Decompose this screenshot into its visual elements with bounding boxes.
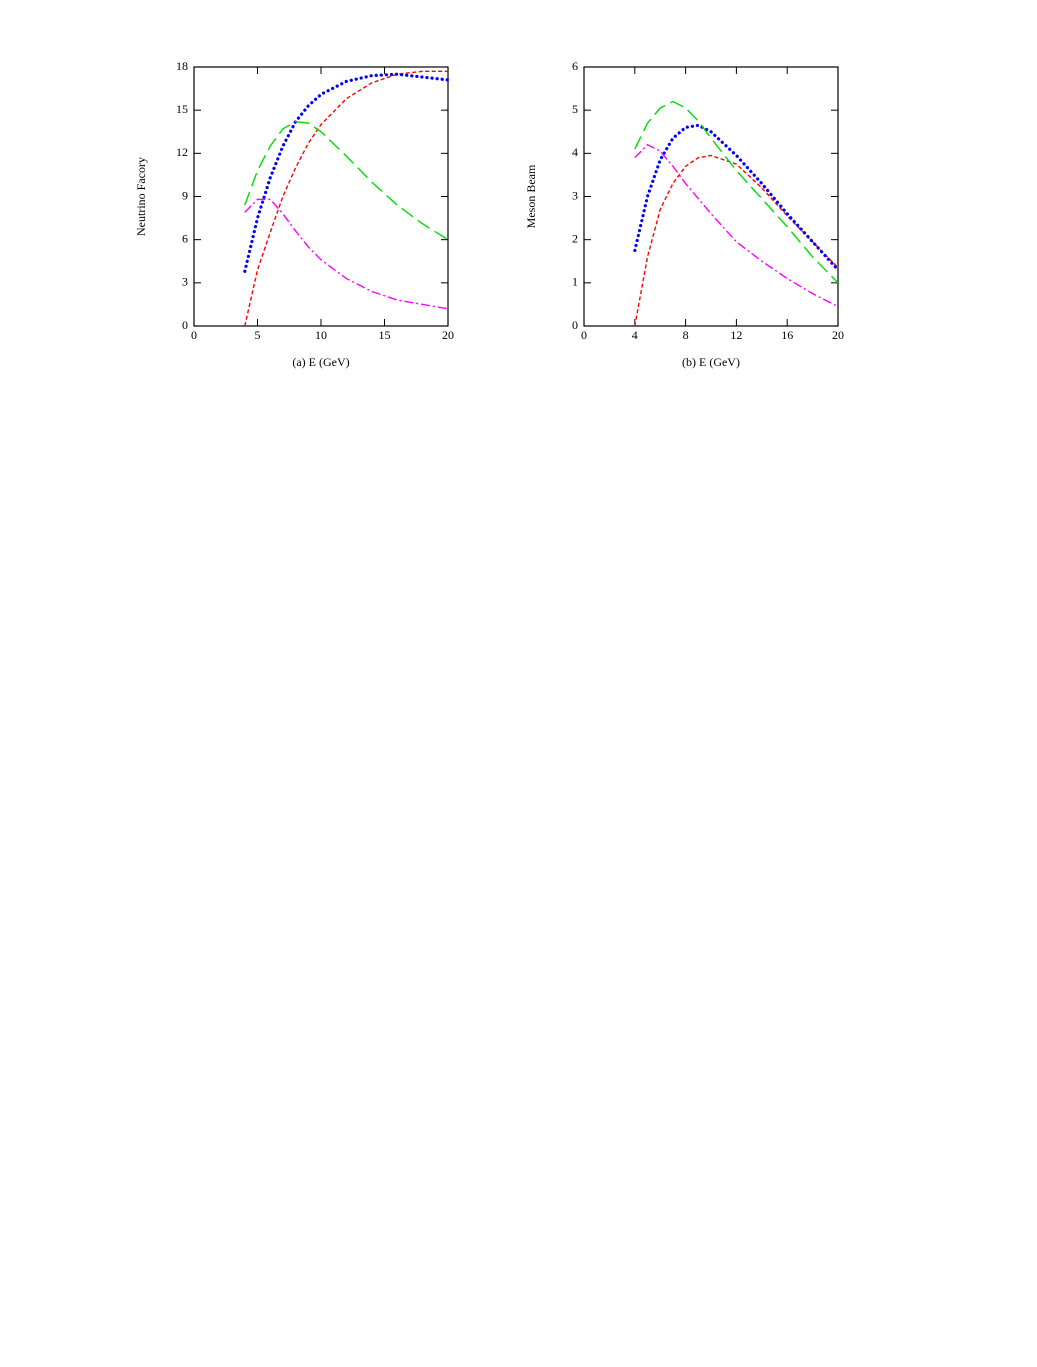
y-tick-label: 1 xyxy=(572,275,578,289)
y-tick-label: 5 xyxy=(572,102,578,116)
x-tick-label: 8 xyxy=(683,328,689,342)
y-tick-label: 6 xyxy=(572,59,578,73)
x-tick-label: 0 xyxy=(581,328,587,342)
series-line xyxy=(244,198,449,310)
y-tick-label: 4 xyxy=(572,145,578,159)
y-tick-label: 3 xyxy=(182,275,188,289)
series-line xyxy=(634,100,839,284)
y-tick-label: 0 xyxy=(572,318,578,332)
series-line xyxy=(634,154,839,327)
y-tick-label: 3 xyxy=(572,188,578,202)
x-tick-label: 16 xyxy=(781,328,793,342)
x-tick-label: 4 xyxy=(632,328,638,342)
series-line xyxy=(244,120,449,241)
x-tick-label: 20 xyxy=(442,328,454,342)
y-tick-label: 2 xyxy=(572,231,578,245)
x-tick-label: 0 xyxy=(191,328,197,342)
y-axis-label: Meson Beam xyxy=(524,164,538,228)
x-tick-label: 5 xyxy=(255,328,261,342)
y-tick-label: 15 xyxy=(176,102,188,116)
y-tick-label: 12 xyxy=(176,145,188,159)
plot-frame xyxy=(193,66,449,327)
y-tick-label: 0 xyxy=(182,318,188,332)
x-tick-label: 10 xyxy=(315,328,327,342)
x-tick-label: 20 xyxy=(832,328,844,342)
series-line xyxy=(244,70,448,327)
x-axis-label: (a) E (GeV) xyxy=(292,355,349,369)
series-line xyxy=(243,72,450,273)
y-tick-label: 18 xyxy=(176,59,188,73)
y-tick-label: 9 xyxy=(182,188,188,202)
x-tick-label: 15 xyxy=(379,328,391,342)
series-line xyxy=(634,144,839,308)
plot-frame xyxy=(583,66,839,327)
x-tick-label: 12 xyxy=(730,328,742,342)
series-line xyxy=(633,123,840,272)
y-axis-label: Neutrino Facory xyxy=(134,157,148,236)
y-tick-label: 6 xyxy=(182,231,188,245)
x-axis-label: (b) E (GeV) xyxy=(682,355,740,369)
